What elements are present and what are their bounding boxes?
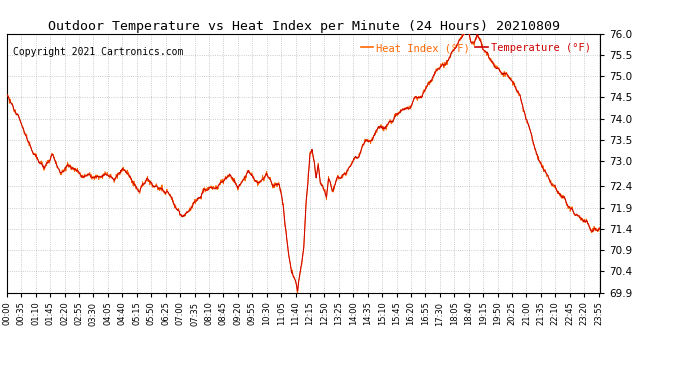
Title: Outdoor Temperature vs Heat Index per Minute (24 Hours) 20210809: Outdoor Temperature vs Heat Index per Mi… <box>48 20 560 33</box>
Legend: Heat Index (°F), Temperature (°F): Heat Index (°F), Temperature (°F) <box>357 39 595 57</box>
Text: Copyright 2021 Cartronics.com: Copyright 2021 Cartronics.com <box>13 47 184 57</box>
